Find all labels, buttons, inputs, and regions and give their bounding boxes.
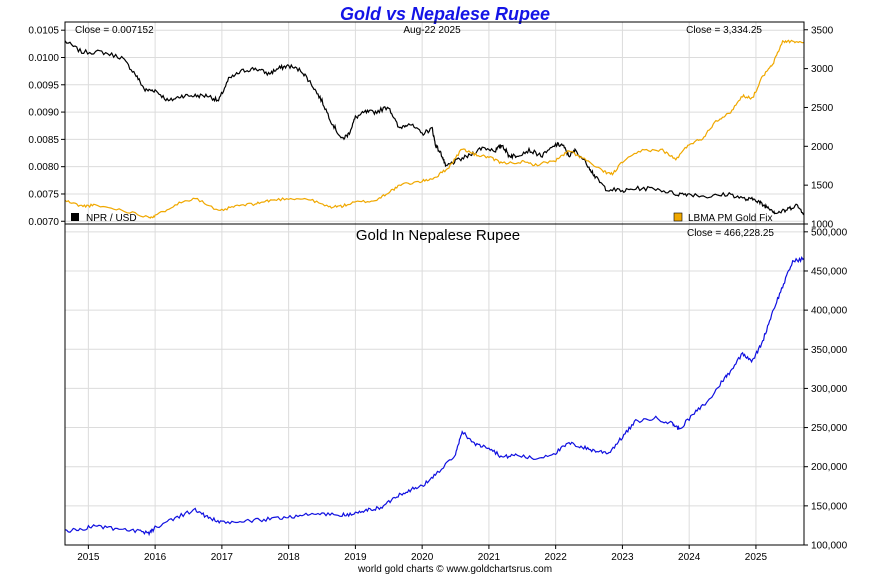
x-tick-label: 2022	[545, 552, 568, 563]
left-tick-label: 0.0105	[28, 26, 59, 37]
x-tick-label: 2024	[678, 552, 701, 563]
left-tick-label: 0.0080	[28, 162, 59, 173]
bottom-right-axis: 500,000 450,000 400,000 350,000 300,000 250,0…	[804, 227, 848, 552]
right-tick-label: 3500	[811, 25, 834, 36]
left-tick-label: 0.0090	[28, 108, 59, 119]
right-tick-label: 100,000	[811, 541, 848, 552]
right-tick-label: 150,000	[811, 501, 848, 512]
footer-credit: world gold charts © www.goldchartsrus.co…	[357, 564, 552, 575]
x-tick-label: 2017	[211, 552, 234, 563]
gold-legend-swatch	[673, 212, 683, 222]
right-tick-label: 400,000	[811, 306, 848, 317]
top-panel-grid	[65, 22, 804, 224]
right-tick-label: 300,000	[811, 384, 848, 395]
right-tick-label: 1000	[811, 220, 834, 231]
npr-usd-series-line	[64, 40, 805, 216]
right-tick-label: 1500	[811, 181, 834, 192]
right-tick-label: 200,000	[811, 462, 848, 473]
bottom-panel-title: Gold In Nepalese Rupee	[356, 227, 520, 244]
npr-legend-swatch	[71, 213, 79, 221]
x-tick-label: 2018	[278, 552, 301, 563]
x-tick-label: 2023	[611, 552, 634, 563]
x-tick-label: 2016	[144, 552, 167, 563]
right-tick-label: 350,000	[811, 345, 848, 356]
gold-legend-label: LBMA PM Gold Fix	[688, 213, 772, 224]
left-tick-label: 0.0075	[28, 189, 59, 200]
top-left-axis: 0.0105 0.0100 0.0095 0.0090 0.0085 0.0080 0.00…	[28, 26, 65, 228]
chart-title: Gold vs Nepalese Rupee	[340, 4, 550, 24]
right-tick-label: 250,000	[811, 423, 848, 434]
gold-fix-series-line	[64, 39, 804, 219]
right-tick-label: 500,000	[811, 227, 848, 238]
right-tick-label: 2000	[811, 142, 834, 153]
x-tick-label: 2025	[745, 552, 768, 563]
x-axis: 2015 2016 2017 2018 2019 2020 2021 2022 2023 2024…	[77, 545, 767, 563]
gold-in-npr-series-line	[64, 256, 805, 537]
x-tick-label: 2021	[478, 552, 501, 563]
left-tick-label: 0.0070	[28, 217, 59, 228]
left-tick-label: 0.0095	[28, 80, 59, 91]
bottom-close-label: Close = 466,228.25	[687, 228, 774, 239]
top-close-right-label: Close = 3,334.25	[686, 25, 762, 36]
left-tick-label: 0.0100	[28, 53, 59, 64]
top-close-left-label: Close = 0.007152	[75, 25, 154, 36]
top-date-label: Aug-22 2025	[403, 25, 461, 36]
x-tick-label: 2015	[77, 552, 100, 563]
top-right-axis: 3500 3000 2500 2000 1500 1000	[804, 25, 834, 231]
right-tick-label: 3000	[811, 64, 834, 75]
left-tick-label: 0.0085	[28, 135, 59, 146]
x-tick-label: 2020	[411, 552, 434, 563]
x-tick-label: 2019	[344, 552, 367, 563]
npr-legend-label: NPR / USD	[86, 213, 137, 224]
bottom-panel-frame	[64, 223, 805, 546]
right-tick-label: 2500	[811, 103, 834, 114]
right-tick-label: 450,000	[811, 266, 848, 277]
